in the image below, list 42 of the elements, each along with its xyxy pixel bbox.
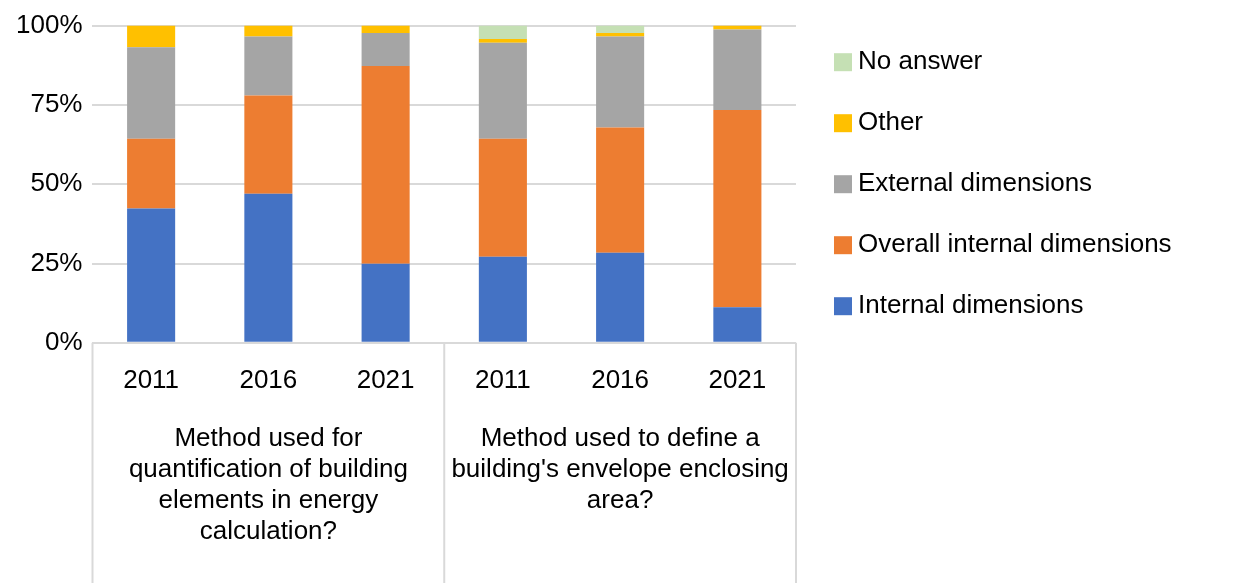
text: Method used for quantification of building elements in energy calculation? bbox=[128, 421, 408, 545]
y-tick-label: 75% bbox=[30, 88, 83, 119]
bar bbox=[127, 138, 176, 209]
bar bbox=[596, 127, 645, 253]
text: Method used to define a building's envelope enclosing area? bbox=[451, 421, 789, 514]
bar bbox=[244, 36, 293, 96]
x-tick-label: 2021 bbox=[708, 363, 767, 394]
bar bbox=[244, 95, 293, 194]
legend-label: Overall internal dimensions bbox=[858, 228, 1172, 259]
y-tick-label: 0% bbox=[44, 325, 83, 356]
legend-label: External dimensions bbox=[858, 167, 1093, 198]
bar bbox=[478, 256, 527, 342]
bar bbox=[127, 25, 176, 48]
y-tick-label: 50% bbox=[30, 167, 83, 198]
bar bbox=[361, 263, 410, 342]
bar bbox=[244, 193, 293, 342]
bar bbox=[478, 25, 527, 39]
bar bbox=[361, 32, 410, 66]
x-tick-label: 2016 bbox=[239, 363, 298, 394]
bar bbox=[713, 307, 762, 342]
x-tick-label: 2016 bbox=[591, 363, 650, 394]
bar bbox=[478, 138, 527, 257]
y-tick-label: 100% bbox=[16, 8, 83, 39]
bar bbox=[713, 29, 762, 110]
legend-label: Other bbox=[858, 106, 924, 137]
x-tick-label: 2021 bbox=[356, 363, 415, 394]
bar bbox=[361, 25, 410, 33]
bar bbox=[596, 36, 645, 128]
x-tick-label: 2011 bbox=[123, 363, 180, 394]
bar bbox=[596, 252, 645, 342]
bar bbox=[127, 47, 176, 139]
bar bbox=[478, 42, 527, 139]
bar bbox=[478, 38, 527, 43]
y-tick-label: 25% bbox=[30, 246, 83, 277]
legend-label: Internal dimensions bbox=[858, 289, 1084, 320]
bar bbox=[127, 208, 176, 342]
legend-label: No answer bbox=[858, 45, 983, 76]
bar bbox=[361, 65, 410, 264]
bar bbox=[596, 25, 645, 33]
bar bbox=[244, 25, 293, 37]
bar bbox=[713, 109, 762, 308]
x-tick-label: 2011 bbox=[474, 363, 531, 394]
